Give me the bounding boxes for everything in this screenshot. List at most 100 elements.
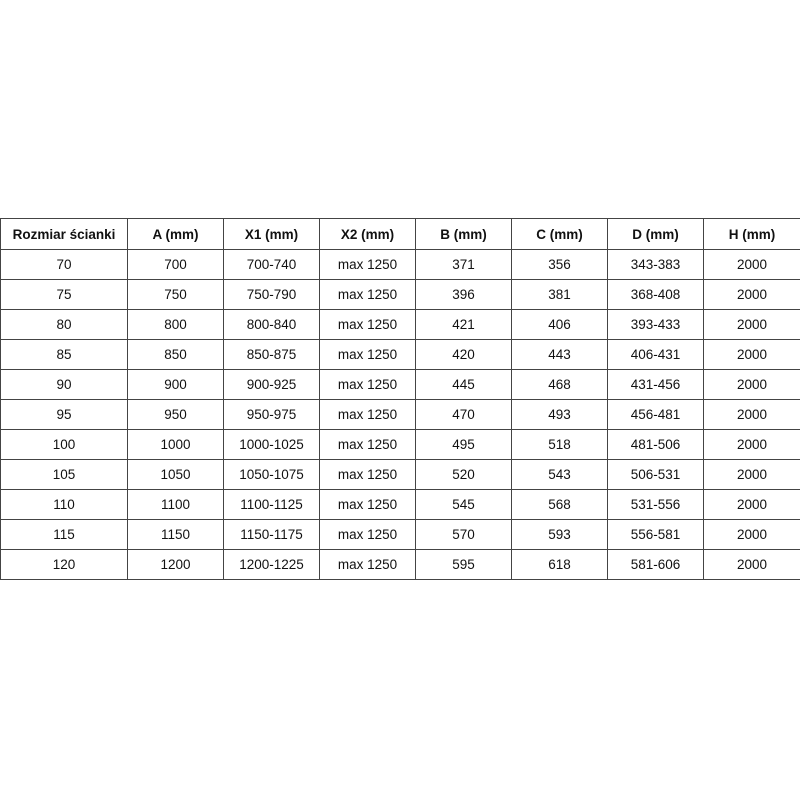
table-cell: 1100-1125 — [223, 489, 320, 520]
table-cell: 343-383 — [607, 249, 704, 280]
table-cell: 800 — [127, 309, 224, 340]
table-cell: max 1250 — [319, 519, 416, 550]
table-cell: 556-581 — [607, 519, 704, 550]
table-cell: 2000 — [703, 489, 800, 520]
table-cell: 950-975 — [223, 399, 320, 430]
table-row: 100 1000 1000-1025 max 1250 495 518 481-506 200… — [0, 429, 800, 460]
table-cell: 381 — [511, 279, 608, 310]
table-row: 115 1150 1150-1175 max 1250 570 593 556-581 200… — [0, 519, 800, 550]
table-cell: 506-531 — [607, 459, 704, 490]
table-cell: 75 — [0, 279, 128, 310]
table-cell: 368-408 — [607, 279, 704, 310]
table-cell: 1050-1075 — [223, 459, 320, 490]
table-cell: 421 — [415, 309, 512, 340]
table-cell: 120 — [0, 549, 128, 580]
table-cell: 85 — [0, 339, 128, 370]
table-row: 90 900 900-925 max 1250 445 468 431-456 2000 — [0, 369, 800, 400]
table-cell: 750-790 — [223, 279, 320, 310]
table-cell: 593 — [511, 519, 608, 550]
table-cell: 100 — [0, 429, 128, 460]
column-header: Rozmiar ścianki — [0, 218, 128, 250]
table-cell: 2000 — [703, 249, 800, 280]
table-cell: 518 — [511, 429, 608, 460]
table-cell: 95 — [0, 399, 128, 430]
table-cell: max 1250 — [319, 459, 416, 490]
table-cell: max 1250 — [319, 309, 416, 340]
table-row: 120 1200 1200-1225 max 1250 595 618 581-606 200… — [0, 549, 800, 580]
table-cell: 1200 — [127, 549, 224, 580]
table-cell: 445 — [415, 369, 512, 400]
table-cell: max 1250 — [319, 429, 416, 460]
table-cell: 900-925 — [223, 369, 320, 400]
table-cell: 468 — [511, 369, 608, 400]
table-cell: 105 — [0, 459, 128, 490]
table-row: 85 850 850-875 max 1250 420 443 406-431 2000 — [0, 339, 800, 370]
table-row: 105 1050 1050-1075 max 1250 520 543 506-531 200… — [0, 459, 800, 490]
table-cell: 356 — [511, 249, 608, 280]
column-header: X2 (mm) — [319, 218, 416, 250]
column-header: A (mm) — [127, 218, 224, 250]
table-cell: 443 — [511, 339, 608, 370]
table-cell: 568 — [511, 489, 608, 520]
table-cell: 493 — [511, 399, 608, 430]
dimensions-table: Rozmiar ścianki A (mm) X1 (mm) X2 (mm) B (mm… — [0, 218, 800, 580]
table-cell: max 1250 — [319, 339, 416, 370]
table-row: 80 800 800-840 max 1250 421 406 393-433 2000 — [0, 309, 800, 340]
column-header: B (mm) — [415, 218, 512, 250]
table-cell: 70 — [0, 249, 128, 280]
table-cell: 750 — [127, 279, 224, 310]
table-cell: 850 — [127, 339, 224, 370]
table-cell: max 1250 — [319, 279, 416, 310]
table-header: Rozmiar ścianki A (mm) X1 (mm) X2 (mm) B (mm… — [0, 218, 800, 250]
table-cell: 2000 — [703, 429, 800, 460]
table-cell: 850-875 — [223, 339, 320, 370]
table-cell: 2000 — [703, 339, 800, 370]
table-cell: 2000 — [703, 459, 800, 490]
table-row: 75 750 750-790 max 1250 396 381 368-408 2000 — [0, 279, 800, 310]
table-cell: max 1250 — [319, 549, 416, 580]
table-cell: 406 — [511, 309, 608, 340]
table-cell: 1000-1025 — [223, 429, 320, 460]
column-header: X1 (mm) — [223, 218, 320, 250]
table-cell: max 1250 — [319, 249, 416, 280]
table-body: 70 700 700-740 max 1250 371 356 343-383 2000 75 7… — [0, 249, 800, 580]
table-cell: 456-481 — [607, 399, 704, 430]
table-cell: 950 — [127, 399, 224, 430]
table-cell: 700 — [127, 249, 224, 280]
table-cell: 2000 — [703, 279, 800, 310]
table-cell: 2000 — [703, 369, 800, 400]
header-row: Rozmiar ścianki A (mm) X1 (mm) X2 (mm) B (mm… — [0, 218, 800, 250]
table-cell: 481-506 — [607, 429, 704, 460]
table-cell: 420 — [415, 339, 512, 370]
table-cell: 406-431 — [607, 339, 704, 370]
table-cell: 1150-1175 — [223, 519, 320, 550]
table-row: 95 950 950-975 max 1250 470 493 456-481 2000 — [0, 399, 800, 430]
table-cell: 1150 — [127, 519, 224, 550]
table-cell: 470 — [415, 399, 512, 430]
table-cell: 1050 — [127, 459, 224, 490]
table-cell: 2000 — [703, 549, 800, 580]
table-cell: 800-840 — [223, 309, 320, 340]
table-cell: 495 — [415, 429, 512, 460]
table-cell: max 1250 — [319, 489, 416, 520]
column-header: D (mm) — [607, 218, 704, 250]
table-cell: 2000 — [703, 399, 800, 430]
table-cell: max 1250 — [319, 369, 416, 400]
table-cell: 90 — [0, 369, 128, 400]
table-cell: 595 — [415, 549, 512, 580]
table-cell: 80 — [0, 309, 128, 340]
table-cell: 570 — [415, 519, 512, 550]
column-header: C (mm) — [511, 218, 608, 250]
table-cell: 543 — [511, 459, 608, 490]
table-cell: 618 — [511, 549, 608, 580]
table-row: 70 700 700-740 max 1250 371 356 343-383 2000 — [0, 249, 800, 280]
table-cell: 1200-1225 — [223, 549, 320, 580]
table-cell: 2000 — [703, 309, 800, 340]
table-cell: 1000 — [127, 429, 224, 460]
table-cell: 581-606 — [607, 549, 704, 580]
table-cell: 2000 — [703, 519, 800, 550]
table-cell: 393-433 — [607, 309, 704, 340]
table-cell: 520 — [415, 459, 512, 490]
table-cell: 115 — [0, 519, 128, 550]
table-cell: 396 — [415, 279, 512, 310]
